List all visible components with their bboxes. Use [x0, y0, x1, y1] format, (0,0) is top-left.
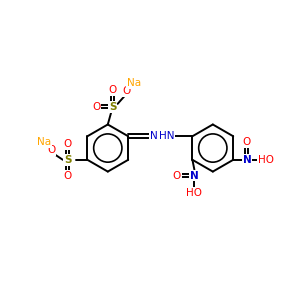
Text: HN: HN: [159, 131, 175, 141]
Text: HO: HO: [258, 155, 274, 165]
Text: N: N: [190, 170, 199, 181]
Text: O: O: [122, 86, 130, 96]
Text: HO: HO: [186, 188, 203, 198]
Text: O: O: [92, 102, 100, 112]
Text: O: O: [172, 170, 181, 181]
Text: O: O: [47, 145, 55, 155]
Text: N: N: [243, 155, 251, 165]
Text: O: O: [243, 137, 251, 147]
Text: O: O: [64, 170, 72, 181]
Text: O: O: [64, 139, 72, 149]
Text: S: S: [64, 155, 71, 165]
Text: S: S: [109, 102, 116, 112]
Text: Na: Na: [127, 78, 141, 88]
Text: N: N: [150, 131, 158, 141]
Text: Na: Na: [37, 137, 51, 147]
Text: O: O: [109, 85, 117, 95]
